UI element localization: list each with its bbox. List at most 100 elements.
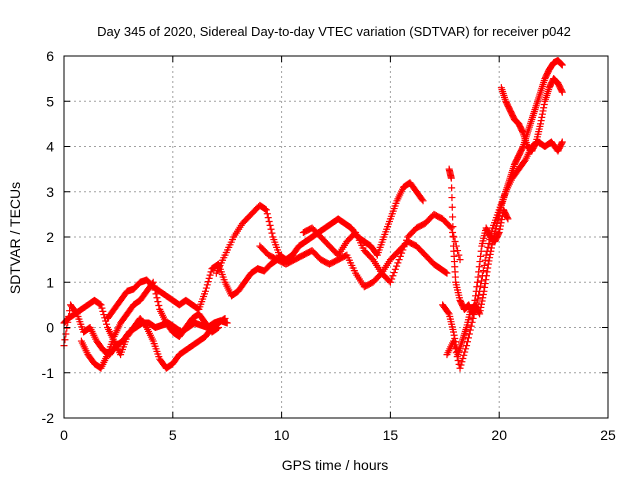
data-point: [483, 268, 491, 276]
data-point: [454, 356, 462, 364]
data-point: [386, 278, 394, 286]
data-point: [484, 260, 492, 268]
data-point: [454, 247, 462, 255]
data-point: [497, 219, 505, 227]
data-point: [473, 278, 481, 286]
data-point: [470, 305, 478, 313]
data-point: [391, 265, 399, 273]
data-point: [390, 269, 398, 277]
data-point: [475, 263, 483, 271]
y-tick-label: 5: [46, 93, 54, 109]
data-point: [481, 283, 489, 291]
data-point: [462, 345, 470, 353]
data-point: [476, 258, 484, 266]
data-point: [450, 341, 458, 349]
data-point: [503, 214, 511, 222]
data-point: [463, 338, 471, 346]
data-point: [448, 184, 456, 192]
data-point: [448, 194, 456, 202]
data-point: [498, 216, 506, 224]
data-point: [487, 244, 495, 252]
data-point: [450, 337, 458, 345]
data-point: [504, 215, 512, 223]
data-point: [451, 345, 459, 353]
data-point: [481, 280, 489, 288]
data-point: [447, 224, 455, 232]
data-point: [99, 307, 107, 315]
y-axis-label: SDTVAR / TECUs: [7, 182, 23, 294]
data-point: [401, 239, 409, 247]
data-point: [495, 230, 503, 238]
data-point: [484, 243, 492, 251]
data-point: [463, 342, 471, 350]
x-tick-label: 20: [491, 427, 507, 443]
data-point: [449, 223, 457, 231]
data-point: [479, 294, 487, 302]
data-point: [448, 203, 456, 211]
x-axis-label: GPS time / hours: [282, 457, 389, 473]
data-point: [396, 252, 404, 260]
data-point: [221, 314, 229, 322]
x-tick-label: 15: [383, 427, 399, 443]
data-point: [477, 277, 485, 285]
data-point: [399, 246, 407, 254]
data-point: [262, 206, 270, 214]
data-point: [496, 222, 504, 230]
data-point: [100, 311, 108, 319]
data-series: [60, 57, 566, 372]
data-point: [267, 225, 275, 233]
data-point: [97, 301, 105, 309]
data-point: [558, 139, 566, 147]
series-track-d: [104, 256, 281, 322]
data-point: [519, 144, 527, 152]
data-point: [103, 320, 111, 328]
series-track-b: [60, 296, 229, 372]
data-point: [154, 298, 162, 306]
data-point: [483, 247, 491, 255]
data-point: [481, 256, 489, 264]
data-point: [419, 197, 427, 205]
data-point: [540, 100, 548, 108]
data-point: [450, 328, 458, 336]
data-point: [485, 239, 493, 247]
data-point: [451, 238, 459, 246]
data-point: [457, 361, 465, 369]
data-point: [450, 331, 458, 339]
y-tick-label: -2: [42, 410, 55, 426]
data-point: [474, 273, 482, 281]
data-point: [466, 326, 474, 334]
y-tick-label: 2: [46, 229, 54, 245]
data-point: [206, 271, 214, 279]
data-point: [470, 301, 478, 309]
data-point: [471, 296, 479, 304]
data-point: [477, 300, 485, 308]
y-tick-label: 3: [46, 184, 54, 200]
data-point: [464, 334, 472, 342]
y-tick-label: 6: [46, 48, 54, 64]
data-point: [214, 324, 222, 331]
data-point: [469, 310, 477, 318]
data-point: [203, 281, 211, 289]
series-track-k: [445, 165, 512, 318]
series-track-j: [497, 75, 566, 155]
data-point: [475, 268, 483, 276]
data-point: [475, 291, 483, 299]
data-point: [468, 318, 476, 326]
data-point: [468, 309, 476, 317]
x-tick-label: 25: [600, 427, 616, 443]
data-point: [477, 282, 485, 290]
data-point: [456, 256, 464, 264]
x-tick-label: 5: [169, 427, 177, 443]
data-point: [472, 287, 480, 295]
data-point: [477, 247, 485, 255]
data-point: [393, 262, 401, 270]
data-point: [478, 272, 486, 280]
data-point: [220, 315, 228, 323]
y-tick-label: 0: [46, 320, 54, 336]
data-point: [400, 243, 408, 251]
data-point: [480, 261, 488, 269]
data-point: [449, 213, 457, 221]
data-point: [205, 274, 213, 282]
data-point: [456, 364, 464, 372]
tick-labels: 0 5 10 15 20 25 -2 -1 0 1 2 3 4 5 6: [42, 48, 616, 443]
